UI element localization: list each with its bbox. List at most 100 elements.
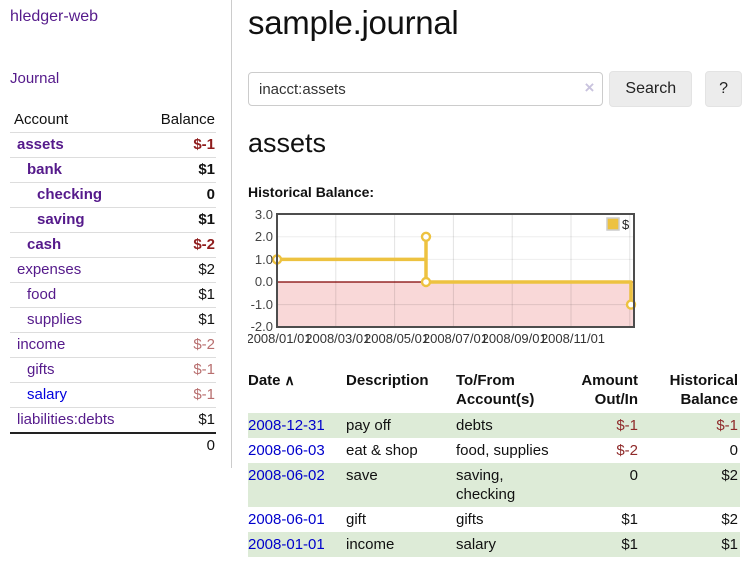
account-balance: $-1 [141, 357, 216, 383]
transaction-row: 2008-06-02 save saving, checking 0 $2 [248, 463, 740, 507]
legend-label: $ [622, 217, 630, 232]
transaction-date-link[interactable]: 2008-01-01 [248, 536, 325, 553]
account-row: cash $-2 [10, 232, 216, 258]
svg-text:2008/09/01: 2008/09/01 [482, 331, 547, 346]
transaction-date-link[interactable]: 2008-12-31 [248, 417, 325, 434]
transaction-date-link[interactable]: 2008-06-02 [248, 467, 325, 484]
sidebar: hledger-web Journal Account Balance asse… [0, 0, 232, 468]
transaction-amount: $-2 [616, 442, 638, 459]
transaction-row: 2008-06-03 eat & shop food, supplies $-2… [248, 438, 740, 463]
transaction-accounts: saving, checking [456, 467, 516, 503]
account-balance: $-2 [141, 232, 216, 258]
account-row: liabilities:debts $1 [10, 407, 216, 433]
chart-negative-region [278, 282, 633, 327]
transaction-row: 2008-12-31 pay off debts $-1 $-1 [248, 413, 740, 438]
account-row: checking 0 [10, 182, 216, 208]
transaction-balance: $2 [721, 511, 738, 528]
account-link-checking[interactable]: checking [37, 186, 103, 203]
search-button[interactable]: Search [609, 71, 693, 107]
transaction-description: income [346, 536, 395, 553]
search-input[interactable] [248, 72, 604, 106]
transaction-description: save [346, 467, 378, 484]
svg-text:2008/03/01: 2008/03/01 [305, 331, 370, 346]
column-header-description[interactable]: Description [346, 372, 429, 389]
chart-legend: $ [606, 217, 630, 232]
account-balance: $1 [141, 282, 216, 308]
account-balance: $2 [141, 257, 216, 283]
account-balance: $-1 [141, 132, 216, 158]
chart-canvas: $ 3.0 2.0 1.0 0.0 -1.0 -2.0 2008/01/01 2… [246, 207, 637, 346]
account-link-saving[interactable]: saving [37, 211, 85, 228]
account-row: salary $-1 [10, 382, 216, 408]
accounts-balance-table: Account Balance assets $-1 bank $1 checkin… [10, 108, 216, 458]
svg-text:2.0: 2.0 [255, 229, 273, 244]
svg-text:3.0: 3.0 [255, 207, 273, 222]
account-link-food[interactable]: food [27, 286, 57, 303]
column-header-accounts[interactable]: To/From Account(s) [456, 372, 535, 408]
transaction-accounts: gifts [456, 511, 484, 528]
page-title: sample.journal [248, 4, 459, 41]
app-window: hledger-web Journal Account Balance asse… [0, 0, 742, 557]
transactions-header-row: Date ∧ Description To/From Account(s) Amo… [248, 369, 740, 413]
svg-text:-2.0: -2.0 [251, 319, 273, 334]
account-link-income[interactable]: income [17, 336, 66, 353]
account-row: food $1 [10, 282, 216, 308]
account-row: assets $-1 [10, 132, 216, 158]
transaction-date-link[interactable]: 2008-06-01 [248, 511, 325, 528]
transaction-balance: $-1 [716, 417, 738, 434]
account-balance: $-1 [141, 382, 216, 408]
legend-swatch [606, 217, 620, 231]
svg-text:1.0: 1.0 [255, 252, 273, 267]
account-link-assets[interactable]: assets [17, 136, 64, 153]
transaction-description: gift [346, 511, 367, 528]
column-header-amount[interactable]: Amount Out/In [581, 372, 638, 408]
account-row: expenses $2 [10, 257, 216, 283]
accounts-total-value: 0 [141, 432, 216, 458]
account-row: gifts $-1 [10, 357, 216, 383]
account-link-bank[interactable]: bank [27, 161, 63, 178]
historical-balance-chart: $ 3.0 2.0 1.0 0.0 -1.0 -2.0 2008/01/01 2… [246, 207, 742, 353]
svg-text:2008/11/01: 2008/11/01 [541, 331, 605, 346]
account-link-expenses[interactable]: expenses [17, 261, 82, 278]
account-balance: $1 [141, 307, 216, 333]
transaction-balance: 0 [729, 442, 738, 459]
account-link-cash[interactable]: cash [27, 236, 62, 253]
transaction-row: 2008-01-01 income salary $1 $1 [248, 532, 740, 557]
account-link-salary[interactable]: salary [27, 386, 68, 403]
account-link-liabilities-debts[interactable]: liabilities:debts [17, 411, 115, 428]
transaction-amount: $1 [621, 536, 638, 553]
transaction-accounts: food, supplies [456, 442, 549, 459]
account-link-supplies[interactable]: supplies [27, 311, 83, 328]
transaction-balance: $2 [721, 467, 738, 484]
clear-search-icon[interactable]: × [584, 78, 595, 97]
transaction-balance: $1 [721, 536, 738, 553]
transaction-date-link[interactable]: 2008-06-03 [248, 442, 325, 459]
sidebar-item-journal[interactable]: Journal [10, 70, 60, 87]
account-balance: $1 [141, 157, 216, 183]
svg-text:2008/01/01: 2008/01/01 [248, 331, 312, 346]
account-balance: $1 [141, 207, 216, 233]
svg-text:-1.0: -1.0 [251, 297, 273, 312]
balance-column-header: Balance [160, 111, 215, 128]
transaction-accounts: debts [456, 417, 493, 434]
transactions-table: Date ∧ Description To/From Account(s) Amo… [248, 369, 740, 557]
column-header-balance[interactable]: Historical Balance [669, 372, 738, 408]
account-row: income $-2 [10, 332, 216, 358]
svg-text:2008/05/01: 2008/05/01 [364, 331, 429, 346]
account-row: supplies $1 [10, 307, 216, 333]
transaction-amount: 0 [629, 467, 638, 484]
chart-y-axis: 3.0 2.0 1.0 0.0 -1.0 -2.0 [251, 207, 273, 334]
column-header-date[interactable]: Date ∧ [248, 372, 295, 389]
app-title-link[interactable]: hledger-web [10, 8, 99, 25]
account-heading: assets [248, 128, 327, 158]
sort-ascending-icon: ∧ [284, 372, 295, 388]
account-link-gifts[interactable]: gifts [27, 361, 55, 378]
account-balance: 0 [141, 182, 216, 208]
transaction-description: eat & shop [346, 442, 418, 459]
transaction-row: 2008-06-01 gift gifts $1 $2 [248, 507, 740, 532]
search-help-button[interactable]: ? [705, 71, 742, 107]
account-balance: $1 [141, 407, 216, 433]
main-content: sample.journal × Search ? assets Histori… [246, 0, 742, 557]
transaction-amount: $-1 [616, 417, 638, 434]
chart-x-axis: 2008/01/01 2008/03/01 2008/05/01 2008/07… [246, 331, 605, 346]
